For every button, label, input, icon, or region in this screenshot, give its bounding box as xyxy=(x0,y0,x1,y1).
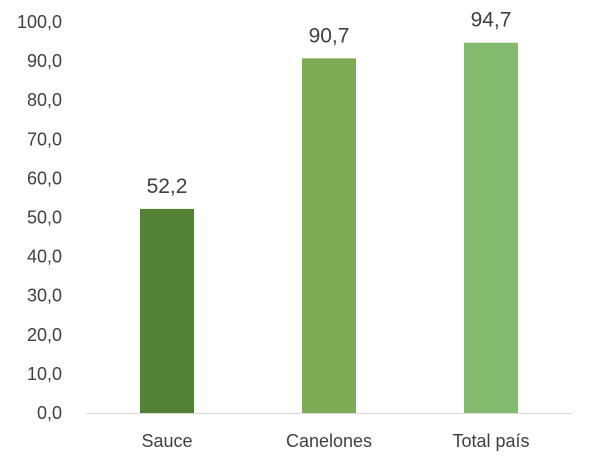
data-labels: 52,2 90,7 94,7 xyxy=(147,9,512,198)
category-label: Sauce xyxy=(141,431,192,451)
y-tick-label: 0,0 xyxy=(37,403,62,423)
data-label: 52,2 xyxy=(147,175,188,198)
data-label: 90,7 xyxy=(309,24,350,47)
y-tick-label: 80,0 xyxy=(27,90,62,110)
data-label: 94,7 xyxy=(471,9,512,32)
bar xyxy=(464,42,518,414)
bar xyxy=(302,58,356,413)
y-tick-label: 90,0 xyxy=(27,51,62,71)
y-tick-label: 20,0 xyxy=(27,325,62,345)
bar xyxy=(140,208,194,413)
y-axis-ticks: 0,0 10,0 20,0 30,0 40,0 50,0 60,0 70,0 80,0 90,0 1… xyxy=(17,12,62,423)
category-label: Total país xyxy=(452,431,529,451)
y-tick-label: 50,0 xyxy=(27,208,62,228)
y-tick-label: 60,0 xyxy=(27,168,62,188)
bars xyxy=(140,42,518,414)
y-tick-label: 40,0 xyxy=(27,247,62,267)
y-tick-label: 100,0 xyxy=(17,12,62,32)
y-tick-label: 30,0 xyxy=(27,286,62,306)
y-tick-label: 70,0 xyxy=(27,129,62,149)
category-label: Canelones xyxy=(286,431,372,451)
y-tick-label: 10,0 xyxy=(27,364,62,384)
category-labels: Sauce Canelones Total país xyxy=(141,431,529,451)
